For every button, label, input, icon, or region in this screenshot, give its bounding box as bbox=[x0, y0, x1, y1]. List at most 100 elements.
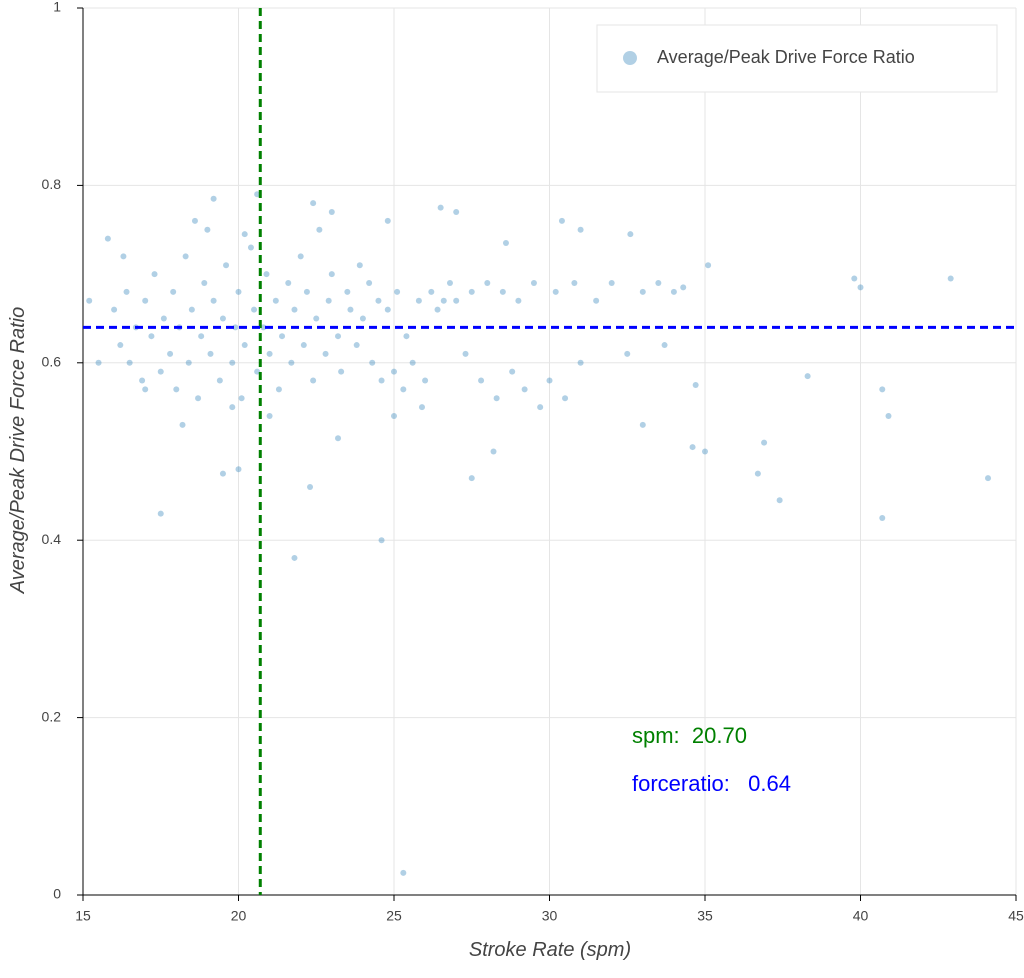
scatter-point bbox=[325, 297, 332, 304]
scatter-point bbox=[210, 297, 217, 304]
legend-label: Average/Peak Drive Force Ratio bbox=[657, 47, 915, 67]
scatter-point bbox=[400, 869, 407, 876]
scatter-point bbox=[384, 306, 391, 313]
annotation: spm: 20.70 bbox=[632, 723, 747, 748]
scatter-point bbox=[344, 288, 351, 295]
scatter-point bbox=[210, 195, 217, 202]
scatter-point bbox=[86, 297, 93, 304]
scatter-point bbox=[394, 288, 401, 295]
scatter-point bbox=[275, 386, 282, 393]
scatter-point bbox=[366, 279, 373, 286]
scatter-point bbox=[391, 413, 397, 420]
scatter-point bbox=[223, 262, 230, 269]
scatter-point bbox=[356, 262, 363, 269]
scatter-point bbox=[502, 240, 509, 247]
grid bbox=[82, 7, 1017, 896]
x-tick-label: 40 bbox=[853, 908, 869, 924]
scatter-point bbox=[160, 315, 167, 322]
scatter-point bbox=[335, 435, 342, 442]
scatter-point bbox=[266, 350, 273, 357]
scatter-point bbox=[254, 191, 261, 198]
scatter-point bbox=[95, 359, 102, 366]
y-tick-label: 0.2 bbox=[42, 708, 62, 724]
scatter-point bbox=[347, 306, 354, 313]
scatter-point bbox=[353, 342, 360, 349]
scatter-point bbox=[188, 306, 195, 313]
scatter-point bbox=[804, 373, 811, 380]
scatter-point bbox=[422, 377, 429, 384]
scatter-point bbox=[185, 359, 192, 366]
scatter-point bbox=[627, 231, 634, 238]
scatter-point bbox=[316, 226, 323, 233]
scatter-point bbox=[577, 359, 584, 366]
scatter-point bbox=[251, 306, 258, 313]
scatter-point bbox=[235, 466, 242, 473]
scatter-point bbox=[851, 275, 858, 282]
scatter-point bbox=[680, 284, 687, 291]
scatter-point bbox=[692, 381, 699, 388]
scatter-point bbox=[310, 200, 317, 207]
scatter-point bbox=[322, 350, 329, 357]
scatter-point bbox=[655, 279, 662, 286]
scatter-point bbox=[219, 470, 226, 477]
legend-box bbox=[596, 24, 998, 93]
scatter-point bbox=[499, 288, 506, 295]
scatter-point bbox=[297, 253, 304, 260]
scatter-point bbox=[776, 497, 783, 504]
scatter-point bbox=[328, 271, 335, 278]
scatter-point bbox=[530, 279, 537, 286]
scatter-point bbox=[378, 377, 385, 384]
scatter-point bbox=[254, 368, 261, 375]
scatter-point bbox=[661, 342, 668, 349]
scatter-point bbox=[552, 288, 559, 295]
scatter-point bbox=[241, 342, 248, 349]
scatter-point bbox=[689, 444, 696, 451]
scatter-point bbox=[179, 421, 186, 428]
scatter-point bbox=[375, 297, 382, 304]
scatter-point bbox=[238, 395, 245, 402]
scatter-point bbox=[515, 297, 522, 304]
scatter-point bbox=[139, 377, 146, 384]
y-tick-label: 0.8 bbox=[42, 176, 62, 192]
scatter-point bbox=[195, 395, 202, 402]
scatter-point bbox=[639, 421, 646, 428]
scatter-point bbox=[142, 386, 149, 393]
scatter-point bbox=[369, 359, 376, 366]
scatter-point bbox=[468, 475, 475, 482]
scatter-point bbox=[307, 483, 314, 490]
scatter-point bbox=[338, 368, 345, 375]
scatter-point bbox=[120, 253, 127, 260]
scatter-point bbox=[247, 244, 254, 251]
scatter-point bbox=[285, 279, 292, 286]
scatter-point bbox=[328, 209, 335, 216]
scatter-point bbox=[126, 359, 133, 366]
x-tick-label: 45 bbox=[1008, 908, 1024, 924]
y-tick-label: 1 bbox=[53, 0, 61, 15]
x-tick-label: 15 bbox=[75, 908, 91, 924]
scatter-point bbox=[167, 350, 174, 357]
scatter-point bbox=[191, 217, 198, 224]
scatter-point bbox=[761, 439, 768, 446]
scatter-point bbox=[537, 404, 544, 411]
scatter-point bbox=[266, 413, 273, 420]
x-tick-label: 25 bbox=[386, 908, 402, 924]
scatter-point bbox=[359, 315, 366, 322]
scatter-point bbox=[490, 448, 497, 455]
scatter-point bbox=[434, 306, 441, 313]
scatter-point bbox=[705, 262, 712, 269]
scatter-point bbox=[879, 515, 886, 522]
scatter-point bbox=[577, 226, 584, 233]
scatter-point bbox=[151, 271, 158, 278]
scatter-point bbox=[462, 350, 469, 357]
legend: Average/Peak Drive Force Ratio bbox=[596, 24, 998, 93]
scatter-point bbox=[453, 297, 460, 304]
scatter-point bbox=[117, 342, 124, 349]
scatter-point bbox=[571, 279, 578, 286]
scatter-point bbox=[272, 297, 279, 304]
scatter-point bbox=[303, 288, 310, 295]
scatter-point bbox=[947, 275, 954, 282]
scatter-point bbox=[400, 386, 407, 393]
scatter-point bbox=[123, 288, 130, 295]
scatter-point bbox=[310, 377, 317, 384]
